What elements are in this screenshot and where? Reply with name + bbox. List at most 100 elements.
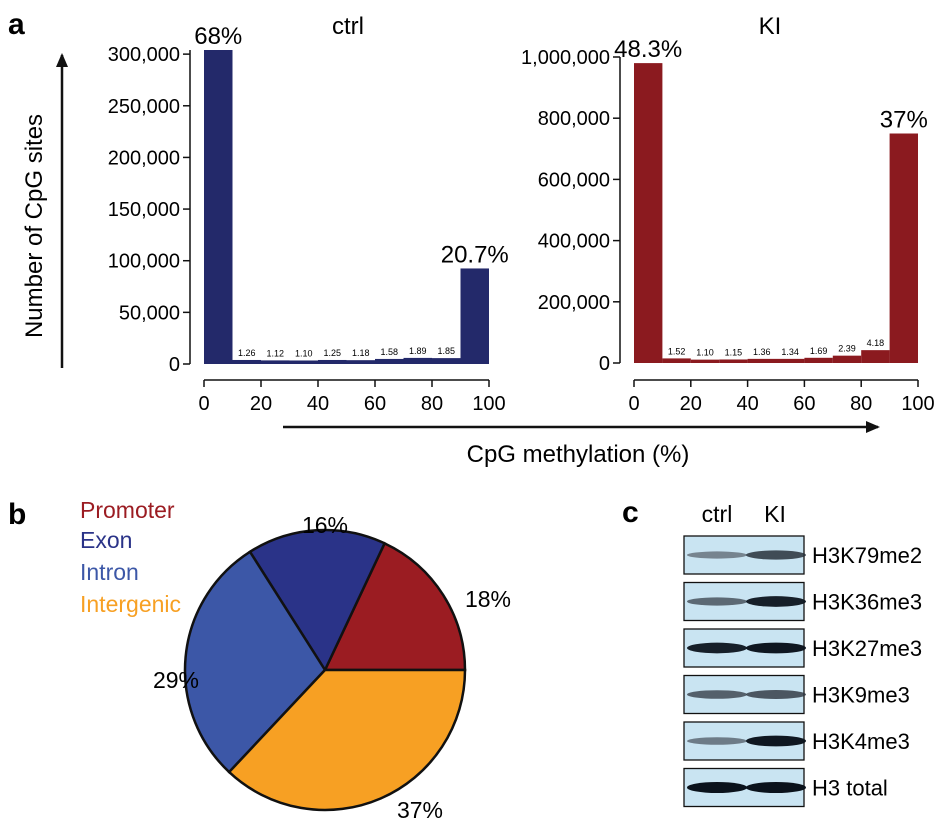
ctrl-bar-label: 1.26 (238, 348, 256, 358)
y-axis-label: Number of CpG sites (21, 114, 48, 338)
ki-bar (832, 355, 862, 363)
ki-histogram: KI 0 200,000 400,000 600,000 800,000 1,000,00… (521, 13, 935, 415)
ki-bar (861, 350, 890, 363)
blot-row-label: H3K27me3 (812, 636, 922, 661)
ki-bar (662, 358, 691, 363)
blot-band-ctrl-h3k27me3 (687, 642, 747, 654)
ki-x-tick-label: 80 (850, 393, 872, 415)
ki-bar (889, 133, 918, 363)
ki-bar-label: 1.69 (810, 346, 828, 356)
ctrl-y-tick-label: 200,000 (108, 147, 180, 169)
ctrl-x-tick-label: 0 (198, 393, 209, 415)
blot-band-ctrl-h3k36me3 (687, 597, 747, 606)
ctrl-x-tick-label: 20 (250, 393, 272, 415)
ctrl-bar (204, 50, 233, 364)
panel-label-a: a (8, 8, 25, 41)
x-axis-label: CpG methylation (%) (467, 441, 690, 468)
ki-bar (690, 359, 720, 363)
blot-band-ctrl-h3k4me3 (687, 737, 747, 745)
blot-band-ki-h3k36me3 (746, 596, 806, 607)
ctrl-bar-label: 1.58 (380, 347, 398, 357)
ctrl-bar (432, 358, 461, 364)
ctrl-bar-label: 1.10 (295, 348, 313, 358)
ki-y-tick-label: 1,000,000 (521, 47, 610, 69)
ctrl-bar (375, 358, 404, 364)
ki-bar-label: 1.15 (725, 347, 743, 357)
pie-label-promoter: 18% (465, 586, 511, 612)
ctrl-bar (318, 359, 347, 364)
pie-label-intergenic: 37% (397, 797, 443, 823)
ctrl-bar (403, 357, 432, 364)
ctrl-y-tick-label: 300,000 (108, 44, 180, 66)
ki-bar-label: 4.18 (867, 338, 885, 348)
region-pie-chart (183, 528, 467, 812)
blot-row-label: H3K79me2 (812, 543, 922, 568)
ctrl-y-tick-label: 50,000 (119, 302, 180, 324)
ctrl-y-tick-label: 0 (169, 354, 180, 376)
ctrl-bar-label: 1.12 (266, 348, 284, 358)
ki-y-tick-label: 400,000 (538, 231, 610, 253)
ctrl-bar (261, 360, 290, 364)
ctrl-x-tick-label: 80 (421, 393, 443, 415)
legend-promoter: Promoter (80, 497, 175, 523)
ki-y-tick-label: 200,000 (538, 292, 610, 314)
ki-y-tick-label: 0 (599, 353, 610, 375)
ki-x-tick-label: 60 (793, 393, 815, 415)
ki-bar-label: 1.10 (696, 348, 714, 358)
ki-bar-label: 1.36 (753, 347, 771, 357)
ctrl-histogram: ctrl 0 50,000 100,000 150,000 200,000 250,000… (108, 13, 509, 415)
pie-legend: Promoter Exon Intron Intergenic (80, 497, 181, 617)
western-blot: ctrl KI H3K79me2 H3K36me3 H3K27me3 H3K9me3 H… (683, 501, 922, 808)
ki-y-tick-label: 800,000 (538, 108, 610, 130)
ki-bar (776, 358, 805, 363)
legend-intron: Intron (80, 559, 139, 585)
ctrl-bar (346, 360, 375, 364)
ki-bar-label: 1.52 (668, 346, 686, 356)
blot-band-ctrl-h3k9me3 (687, 690, 747, 699)
blot-row-label: H3K4me3 (812, 729, 910, 754)
ki-bar (804, 357, 833, 363)
ki-bar-label: 2.39 (838, 344, 856, 354)
ctrl-bar-label: 20.7% (441, 241, 509, 268)
ctrl-x-tick-label: 40 (307, 393, 329, 415)
blot-col-ctrl: ctrl (702, 501, 733, 527)
blot-col-ki: KI (764, 501, 786, 527)
ki-title: KI (759, 13, 782, 40)
ctrl-y-tick-label: 250,000 (108, 96, 180, 118)
pie-label-intron: 29% (153, 667, 199, 693)
ctrl-bar-label: 1.85 (437, 346, 455, 356)
ctrl-bar-label: 1.89 (409, 346, 427, 356)
ki-bar (634, 63, 663, 364)
ctrl-bar-label: 1.25 (323, 348, 341, 358)
blot-row-label: H3 total (812, 776, 888, 801)
ki-y-tick-label: 600,000 (538, 169, 610, 191)
ctrl-x-tick-label: 60 (364, 393, 386, 415)
ki-bar-label: 48.3% (614, 36, 682, 63)
ctrl-bar-label: 1.18 (352, 348, 370, 358)
ki-x-tick-label: 0 (628, 393, 639, 415)
blot-row-label: H3K36me3 (812, 590, 922, 615)
ki-bar (747, 358, 776, 363)
ctrl-y-tick-label: 100,000 (108, 251, 180, 273)
blot-band-ki-h3k4me3 (746, 735, 806, 747)
ki-bar-label: 1.34 (781, 347, 799, 357)
ki-bar (719, 359, 748, 363)
pie-slice-intergenic (227, 668, 467, 812)
ki-x-tick-label: 40 (736, 393, 758, 415)
ctrl-x-tick-label: 100 (472, 393, 505, 415)
panel-label-b: b (8, 498, 26, 531)
pie-slice-promoter (323, 541, 467, 672)
ctrl-y-tick-label: 150,000 (108, 199, 180, 221)
ctrl-title: ctrl (332, 13, 364, 40)
blot-band-ki-h3-total (746, 782, 806, 793)
panel-label-c: c (622, 496, 639, 529)
pie-label-exon: 16% (302, 512, 348, 538)
pie-slice-exon (248, 528, 387, 673)
blot-band-ctrl-h3-total (687, 782, 747, 793)
pie-slice-intron (183, 550, 327, 774)
ctrl-bar (232, 359, 261, 364)
ki-x-tick-label: 100 (901, 393, 934, 415)
legend-exon: Exon (80, 527, 132, 553)
ctrl-bar (460, 268, 489, 364)
